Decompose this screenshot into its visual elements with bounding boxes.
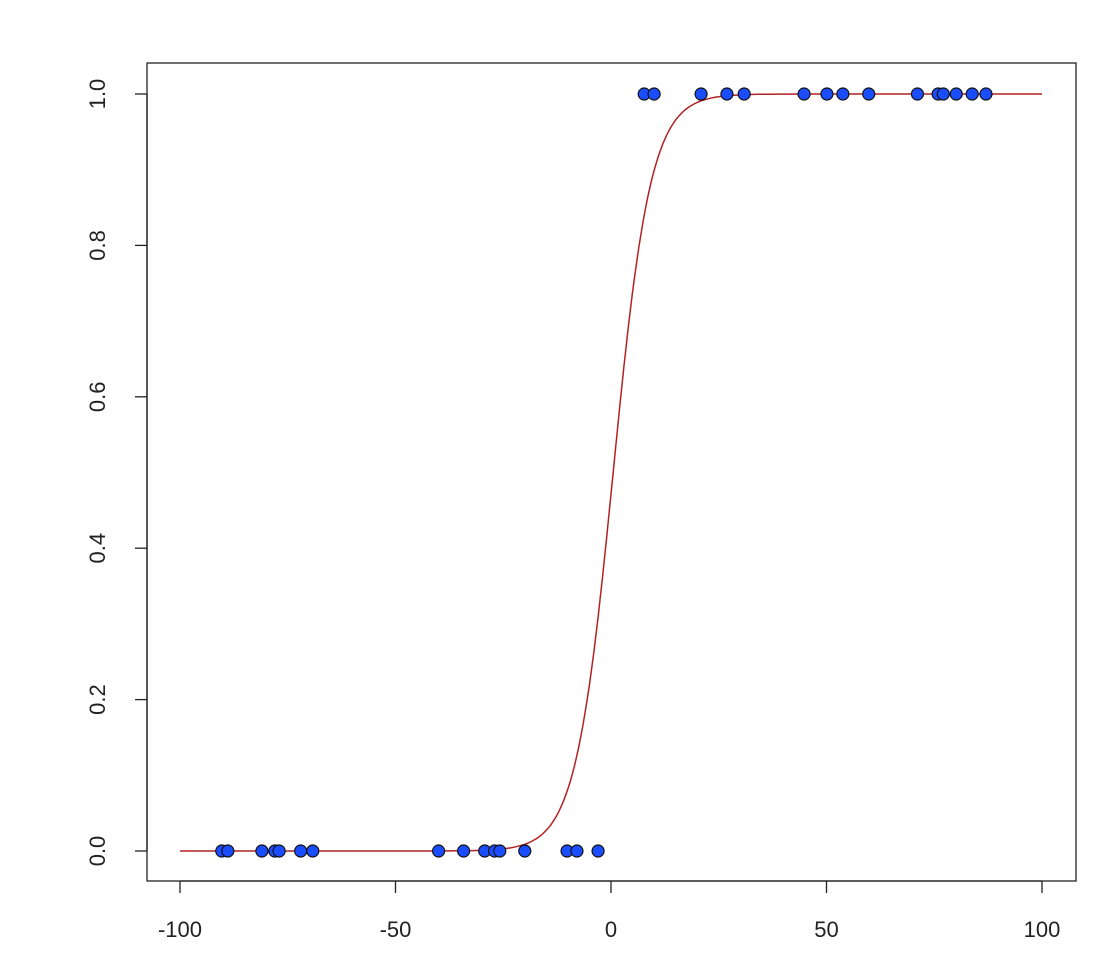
data-point <box>949 87 963 101</box>
data-point <box>694 87 708 101</box>
y-tick-label: 0.2 <box>85 684 110 715</box>
data-points <box>215 87 993 858</box>
data-point <box>965 87 979 101</box>
data-point <box>797 87 811 101</box>
logistic-curve <box>180 93 1042 852</box>
y-tick-label: 0.6 <box>85 382 110 413</box>
x-tick-label: 50 <box>814 917 838 942</box>
data-point <box>591 844 605 858</box>
data-point <box>936 87 950 101</box>
data-point <box>979 87 993 101</box>
data-point <box>720 87 734 101</box>
data-point <box>910 87 925 101</box>
y-tick-label: 0.0 <box>85 836 110 867</box>
data-point <box>647 87 661 101</box>
data-point <box>820 87 834 101</box>
data-point <box>836 87 850 101</box>
data-point <box>294 844 308 858</box>
data-point <box>570 844 584 858</box>
data-point <box>493 844 507 858</box>
y-tick-label: 0.8 <box>85 230 110 261</box>
plot-frame <box>146 62 1077 882</box>
data-point <box>862 87 876 101</box>
x-tick-label: 100 <box>1024 917 1061 942</box>
data-point <box>456 844 471 858</box>
data-point <box>272 844 286 858</box>
data-point <box>221 844 235 858</box>
data-point <box>518 844 532 858</box>
data-point <box>737 87 751 101</box>
x-tick-label: -50 <box>380 917 412 942</box>
y-tick-label: 1.0 <box>85 79 110 110</box>
x-axis: -100 -50 0 50 100 <box>158 880 1061 942</box>
y-tick-label: 0.4 <box>85 533 110 564</box>
data-point <box>255 844 269 858</box>
data-point <box>306 844 320 858</box>
x-tick-label: 0 <box>605 917 617 942</box>
y-axis: 0.0 0.2 0.4 0.6 0.8 1.0 <box>85 79 148 867</box>
data-point <box>432 844 446 858</box>
x-tick-label: -100 <box>158 917 202 942</box>
